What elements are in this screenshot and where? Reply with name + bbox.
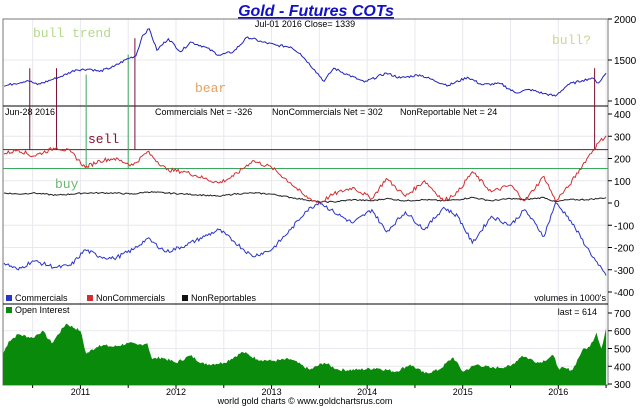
commercials-net: Commercials Net = -326 — [155, 107, 252, 117]
price-tick-label: 1000 — [614, 97, 637, 108]
units-note: volumes in 1000's — [534, 293, 606, 303]
oi-tick-label: 300 — [614, 380, 631, 391]
oi-tick-label: 400 — [614, 362, 631, 373]
annotation-sell: sell — [88, 132, 119, 147]
price-header: Jul-01 2016 Close= 1339 — [255, 19, 355, 29]
year-label: 2012 — [166, 387, 186, 397]
year-label: 2014 — [357, 387, 377, 397]
cot-tick-label: -100 — [614, 221, 634, 232]
chart-title: Gold - Futures COTs — [238, 3, 394, 20]
annotation-bear: bear — [195, 81, 226, 96]
oi-tick-label: 700 — [614, 309, 631, 320]
noncommercials-line — [3, 135, 607, 204]
legend-swatch-nonreportables — [182, 295, 188, 301]
price-tick-label: 2000 — [614, 15, 637, 26]
cot-header-date: Jun-28 2016 — [5, 107, 55, 117]
legend-swatch-noncommercials — [87, 295, 93, 301]
price-line — [3, 28, 607, 97]
legend-open-interest: Open Interest — [15, 305, 70, 315]
annotation-buy: buy — [55, 177, 79, 192]
cot-tick-label: -300 — [614, 266, 634, 277]
commercials-line — [3, 200, 607, 276]
annotation-bull-question: bull? — [552, 33, 591, 48]
price-tick-label: 1500 — [614, 56, 637, 67]
cot-tick-label: 400 — [614, 110, 631, 121]
legend-swatch-commercials — [6, 295, 12, 301]
legend-swatch-open-interest — [6, 307, 12, 313]
oi-last: last = 614 — [558, 307, 597, 317]
open-interest-area — [3, 323, 607, 385]
year-label: 2016 — [548, 387, 568, 397]
cot-tick-label: -400 — [614, 288, 634, 299]
noncommercials-net: NonCommercials Net = 302 — [272, 107, 383, 117]
year-label: 2011 — [71, 387, 90, 397]
cot-legend: Commercials NonCommercials NonReportable… — [6, 293, 257, 303]
year-label: 2013 — [262, 387, 282, 397]
year-label: 2015 — [453, 387, 473, 397]
annotation-bull-trend: bull trend — [33, 26, 111, 41]
cot-tick-label: 300 — [614, 132, 631, 143]
cot-tick-label: -200 — [614, 244, 634, 255]
plot-frame — [2, 18, 609, 386]
cot-tick-label: 100 — [614, 177, 631, 188]
legend-noncommercials: NonCommercials — [96, 293, 166, 303]
legend-commercials: Commercials — [15, 293, 68, 303]
cot-tick-label: 0 — [614, 199, 620, 210]
oi-tick-label: 500 — [614, 345, 631, 356]
footer-credit: world gold charts © www.goldchartsrus.co… — [217, 396, 393, 406]
cot-tick-label: 200 — [614, 155, 631, 166]
oi-tick-label: 600 — [614, 327, 631, 338]
nonreportables-line — [3, 191, 607, 204]
nonreportable-net: NonReportable Net = 24 — [400, 107, 497, 117]
legend-nonreportables: NonReportables — [191, 293, 257, 303]
